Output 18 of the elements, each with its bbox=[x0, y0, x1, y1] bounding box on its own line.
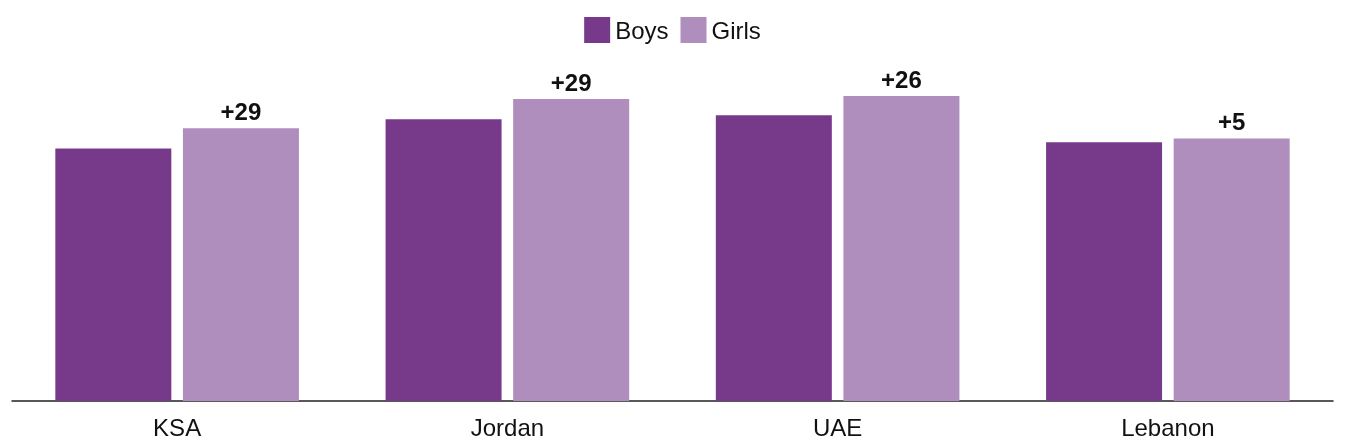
bar bbox=[513, 99, 630, 401]
bar bbox=[1173, 138, 1290, 401]
bar bbox=[1046, 142, 1163, 401]
bar bbox=[55, 148, 172, 401]
text: +29 bbox=[550, 68, 592, 96]
bar bbox=[385, 119, 502, 401]
x-tick-label: Lebanon bbox=[1121, 413, 1215, 441]
bar bbox=[182, 128, 299, 401]
x-tick-label: KSA bbox=[153, 413, 202, 441]
text: +26 bbox=[881, 65, 922, 93]
x-tick-label: UAE bbox=[812, 413, 863, 441]
annotation: +5 bbox=[1217, 107, 1246, 135]
legend-label: Girls bbox=[711, 16, 761, 44]
annotation: +29 bbox=[220, 97, 262, 125]
bar bbox=[715, 115, 832, 401]
bar bbox=[843, 96, 960, 401]
x-tick-label: Jordan bbox=[470, 413, 545, 441]
legend-label: Boys bbox=[615, 16, 669, 44]
